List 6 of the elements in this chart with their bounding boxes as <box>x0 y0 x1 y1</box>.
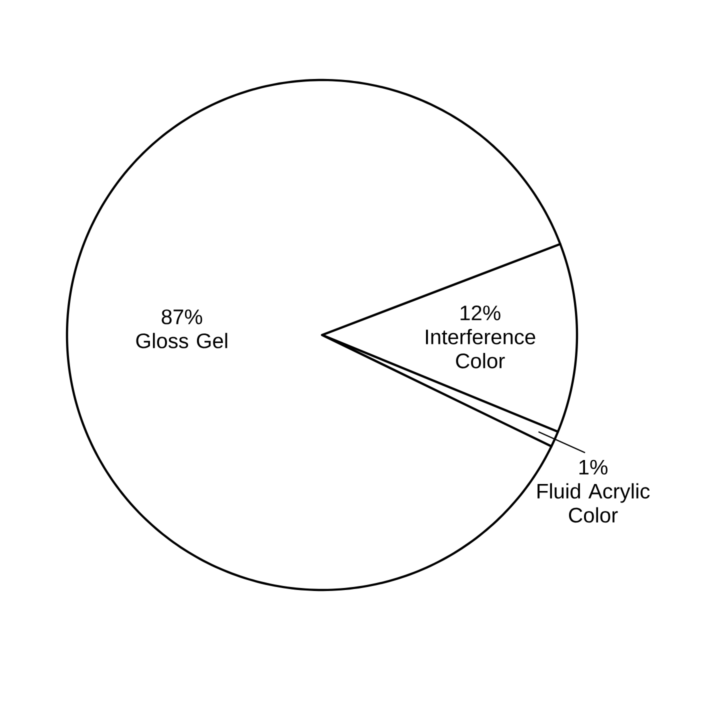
slice-label: Interference Color <box>426 328 536 368</box>
slice-label: Gloss Gel <box>136 332 228 348</box>
data-label: 1% <box>579 460 608 475</box>
data-label: 87% <box>162 309 202 324</box>
data-label: 12% <box>460 306 500 320</box>
slice-label: Fluid Acrylic Color <box>538 483 650 523</box>
